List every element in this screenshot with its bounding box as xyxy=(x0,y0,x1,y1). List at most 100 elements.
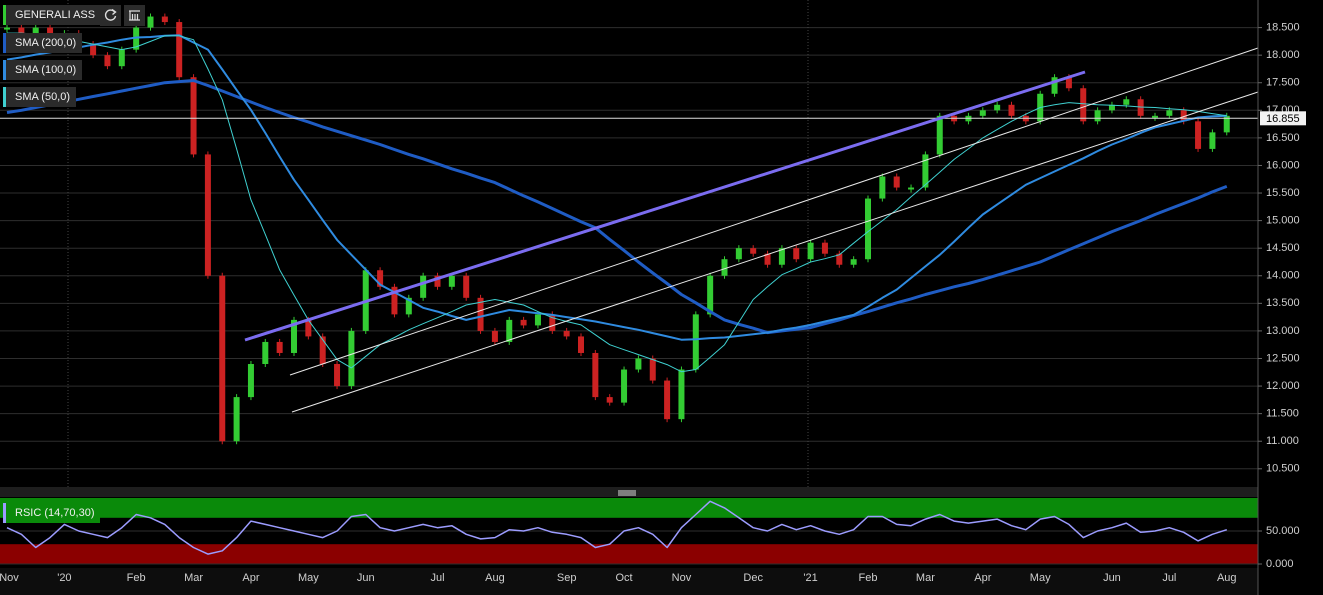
candle xyxy=(233,397,240,442)
x-tick-label: Oct xyxy=(615,572,632,584)
candle xyxy=(319,336,326,365)
series-line xyxy=(6,79,1228,335)
candle xyxy=(778,248,785,265)
channel-line xyxy=(291,91,1259,413)
candle xyxy=(104,55,111,67)
candle xyxy=(979,110,986,116)
x-tick-label: Mar xyxy=(916,572,935,584)
candle xyxy=(334,364,341,387)
settings-icon xyxy=(129,10,140,21)
legend-item[interactable]: RSIC (14,70,30) xyxy=(3,503,101,523)
y-tick-label: 12.500 xyxy=(1266,352,1300,364)
candle xyxy=(477,297,484,331)
refresh-icon xyxy=(104,8,117,21)
candle xyxy=(664,380,671,420)
candle xyxy=(190,77,197,155)
candle xyxy=(721,259,728,276)
candle xyxy=(836,253,843,265)
candle xyxy=(764,253,771,265)
refresh-button[interactable] xyxy=(100,5,121,26)
candle xyxy=(32,27,39,34)
legend-item[interactable]: GENERALI ASS xyxy=(3,5,102,25)
y-tick-label: 12.000 xyxy=(1266,380,1300,392)
candle xyxy=(1195,121,1202,149)
x-axis-strip xyxy=(0,568,1258,595)
candle xyxy=(147,16,154,28)
y-tick-label: 16.500 xyxy=(1266,132,1300,144)
last-value-label: 16.855 xyxy=(1266,113,1300,125)
x-tick-label: Nov xyxy=(0,572,19,584)
candle xyxy=(491,330,498,342)
candle xyxy=(850,259,857,265)
channel-line xyxy=(289,47,1259,376)
x-tick-label: Feb xyxy=(127,572,146,584)
candle xyxy=(1080,88,1087,122)
series-line xyxy=(6,500,1228,555)
candle xyxy=(176,22,183,78)
y-tick-label: 11.000 xyxy=(1266,435,1299,447)
x-tick-label: Jul xyxy=(1162,572,1176,584)
candle xyxy=(692,314,699,370)
y-tick-label: 10.500 xyxy=(1266,463,1300,475)
candle xyxy=(1108,104,1115,111)
axis-layer: 10.500 11.000 11.500 12.000 12.500 13.000 13.5… xyxy=(0,21,1306,584)
x-tick-label: Jun xyxy=(357,572,375,584)
x-tick-label: Apr xyxy=(242,572,259,584)
y-tick-label: 18.000 xyxy=(1266,49,1300,61)
y-tick-label: 16.000 xyxy=(1266,159,1300,171)
candle xyxy=(1123,99,1130,105)
legend-item[interactable]: SMA (100,0) xyxy=(3,60,83,80)
y-tick-label: 15.500 xyxy=(1266,187,1300,199)
candle xyxy=(133,27,140,50)
candle xyxy=(678,369,685,420)
candle xyxy=(391,286,398,315)
panel-splitter[interactable] xyxy=(0,487,1258,497)
x-tick-label: May xyxy=(298,572,319,584)
y-tick-label: 18.500 xyxy=(1266,21,1300,33)
legend-item[interactable]: SMA (200,0) xyxy=(3,33,83,53)
candle xyxy=(592,352,599,398)
candle xyxy=(1209,132,1216,149)
candle xyxy=(936,115,943,155)
candle xyxy=(1166,110,1173,116)
settings-button[interactable] xyxy=(124,5,145,26)
series-line xyxy=(6,34,1227,341)
candle xyxy=(90,44,97,56)
candle xyxy=(506,319,513,342)
candle xyxy=(1180,110,1187,122)
candle xyxy=(578,336,584,353)
y-tick-label: 14.500 xyxy=(1266,242,1300,254)
candle xyxy=(1094,110,1101,122)
y-tick-label: 13.000 xyxy=(1266,325,1300,337)
candle xyxy=(606,397,613,403)
candle xyxy=(707,275,714,315)
candle xyxy=(750,248,757,254)
candle xyxy=(563,330,570,337)
candle xyxy=(1152,115,1158,118)
candle xyxy=(448,275,455,287)
x-tick-label: Apr xyxy=(974,572,991,584)
candle xyxy=(621,369,628,403)
candle xyxy=(405,297,412,315)
candle xyxy=(908,187,915,190)
candle xyxy=(1008,104,1015,116)
x-tick-label: Jun xyxy=(1103,572,1121,584)
y-tick-label: 13.500 xyxy=(1266,297,1300,309)
series-line xyxy=(7,32,1227,373)
candle xyxy=(735,248,742,260)
x-tick-label: Jul xyxy=(430,572,444,584)
rsi-zone xyxy=(0,498,1258,518)
y-tick-label: 50.000 xyxy=(1266,525,1300,537)
candle xyxy=(377,270,384,287)
x-tick-label: Aug xyxy=(485,572,505,584)
candle xyxy=(793,248,800,260)
legend-item[interactable]: SMA (50,0) xyxy=(3,87,77,107)
candle xyxy=(348,330,355,387)
x-tick-label: Dec xyxy=(743,572,763,584)
last-value-box xyxy=(1260,111,1306,126)
candle xyxy=(893,176,900,188)
candle xyxy=(305,319,312,337)
candle xyxy=(879,176,886,199)
x-tick-label: Aug xyxy=(1217,572,1237,584)
